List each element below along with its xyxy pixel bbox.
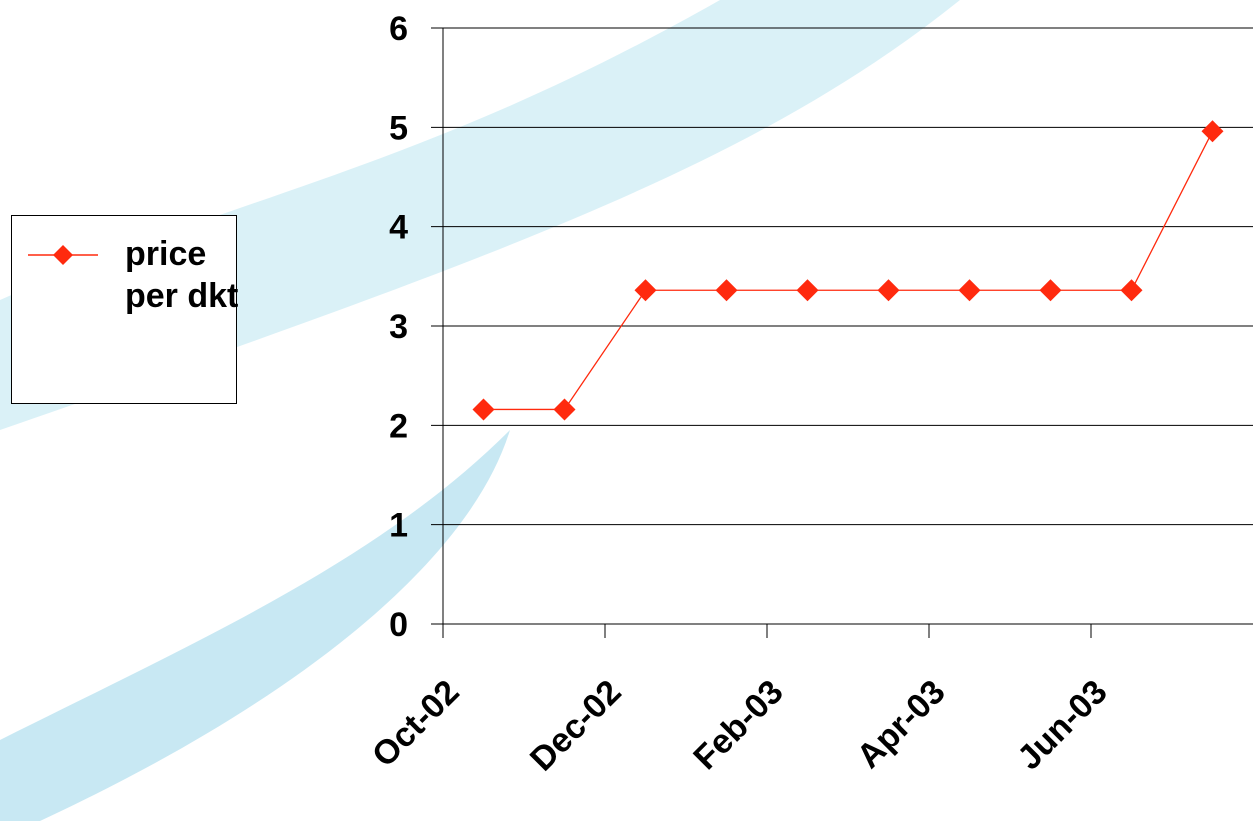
data-point [472, 398, 495, 421]
data-point [1201, 120, 1224, 143]
data-point [796, 279, 819, 302]
x-tick-label: Dec-02 [523, 673, 629, 779]
gridlines [431, 27, 1253, 625]
data-point [715, 279, 738, 302]
y-tick-label: 2 [389, 407, 408, 445]
legend-marker-icon [28, 245, 98, 265]
data-point [1120, 279, 1143, 302]
x-tick-label: Jun-03 [1010, 673, 1114, 777]
data-point [553, 398, 576, 421]
legend-label: price per dkt [125, 235, 239, 315]
series-markers [472, 120, 1224, 421]
y-tick-labels: 0 1 2 3 4 5 6 [389, 10, 408, 644]
y-tick-label: 1 [389, 507, 408, 545]
y-tick-label: 6 [389, 10, 408, 48]
series-line [483, 131, 1214, 411]
data-point [958, 279, 981, 302]
series-line-path [483, 131, 1214, 411]
legend [11, 215, 237, 404]
x-tick-label: Feb-03 [686, 673, 790, 777]
data-point [1039, 279, 1062, 302]
x-tick-label: Apr-03 [850, 673, 953, 776]
y-tick-label: 4 [389, 209, 408, 247]
data-point [634, 279, 657, 302]
data-point [877, 279, 900, 302]
y-tick-label: 3 [389, 308, 408, 346]
y-tick-label: 0 [389, 606, 408, 644]
axes [442, 28, 1092, 638]
y-tick-label: 5 [389, 109, 408, 147]
x-tick-labels: Oct-02 Dec-02 Feb-03 Apr-03 Jun-03 [365, 673, 1115, 779]
x-tick-label: Oct-02 [365, 673, 467, 775]
